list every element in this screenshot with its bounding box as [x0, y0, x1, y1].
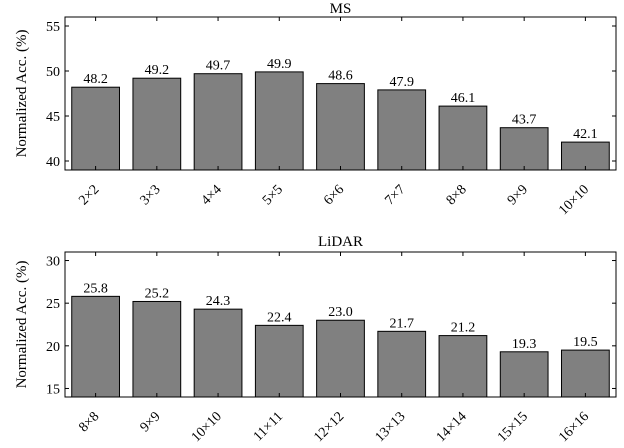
bar: [193, 308, 243, 398]
data-label: 46.1: [451, 91, 476, 106]
x-tick-label: 9×9: [138, 409, 164, 435]
data-label: 21.7: [389, 316, 414, 331]
bar: [254, 324, 304, 398]
y-tick-label: 15: [46, 382, 60, 397]
data-label: 49.7: [206, 59, 231, 74]
y-tick-label: 20: [46, 340, 60, 355]
bar: [438, 105, 488, 171]
y-tick-label: 50: [46, 65, 60, 80]
x-tick-label: 12×12: [311, 409, 347, 445]
data-label: 43.7: [512, 113, 537, 128]
data-label: 47.9: [389, 75, 414, 90]
y-tick-label: 55: [46, 20, 60, 35]
data-label: 21.2: [451, 321, 476, 336]
bar: [561, 141, 610, 171]
y-tick-label: 30: [46, 255, 60, 270]
data-label: 22.4: [267, 310, 292, 325]
y-tick-label: 40: [46, 155, 60, 170]
data-label: 49.2: [145, 63, 170, 78]
x-tick-label: 8×8: [76, 409, 102, 435]
data-label: 25.2: [145, 286, 170, 301]
bar: [71, 86, 120, 171]
x-tick-label: 9×9: [505, 182, 531, 208]
data-label: 48.2: [83, 72, 108, 87]
x-tick-label: 16×16: [556, 409, 592, 445]
bar: [499, 127, 549, 171]
chart-title: LiDAR: [318, 234, 363, 250]
x-tick-label: 4×4: [199, 182, 225, 208]
bar: [438, 335, 488, 398]
bar: [561, 349, 610, 398]
x-tick-label: 6×6: [321, 182, 347, 208]
bar: [377, 330, 427, 398]
x-tick-label: 2×2: [76, 182, 102, 208]
y-axis-label: Normalized Acc. (%): [14, 30, 30, 158]
bar: [71, 295, 120, 398]
bar: [316, 83, 365, 171]
x-tick-label: 3×3: [138, 182, 164, 208]
data-label: 19.3: [512, 337, 537, 352]
bar: [132, 77, 182, 171]
bar: [132, 300, 182, 398]
x-tick-label: 7×7: [382, 182, 408, 208]
data-label: 23.0: [328, 305, 353, 320]
y-axis-label: Normalized Acc. (%): [14, 261, 30, 389]
x-tick-label: 10×10: [556, 182, 592, 218]
chart-panel-ms: MS Normalized Acc. (%) 48.2 49.2 49.7 49.9 48.…: [14, 1, 617, 218]
bar: [377, 89, 427, 171]
chart-panel-lidar: LiDAR Normalized Acc. (%) 25.8 25.2 24.3 22.4…: [14, 234, 617, 445]
data-label: 42.1: [573, 127, 598, 142]
data-label: 25.8: [83, 281, 108, 296]
x-tick-label: 10×10: [189, 409, 225, 445]
bar: [193, 73, 243, 171]
x-tick-label: 14×14: [434, 409, 470, 445]
data-label: 48.6: [328, 69, 353, 84]
bar: [316, 319, 365, 398]
chart-title: MS: [330, 1, 352, 17]
bar: [254, 71, 304, 171]
bar: [499, 351, 549, 398]
x-tick-label: 15×15: [495, 409, 531, 445]
x-tick-label: 13×13: [373, 409, 409, 445]
y-tick-label: 45: [46, 110, 60, 125]
y-tick-label: 25: [46, 297, 60, 312]
x-tick-label: 11×11: [251, 409, 286, 444]
data-label: 24.3: [206, 294, 231, 309]
data-label: 49.9: [267, 57, 292, 72]
x-tick-label: 8×8: [444, 182, 470, 208]
data-label: 19.5: [573, 335, 598, 350]
x-tick-label: 5×5: [260, 182, 286, 208]
